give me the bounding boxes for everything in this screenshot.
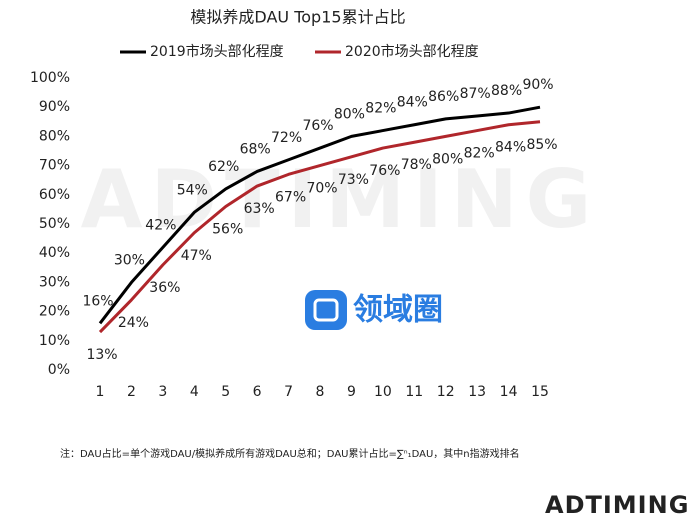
y-tick-label: 30% bbox=[39, 274, 70, 290]
footnote: 注：DAU占比=单个游戏DAU/模拟养成所有游戏DAU总和；DAU累计占比=∑ⁿ… bbox=[60, 447, 520, 460]
data-label: 76% bbox=[302, 118, 333, 134]
y-tick-label: 40% bbox=[39, 245, 70, 261]
data-label: 86% bbox=[428, 89, 459, 105]
data-label: 72% bbox=[271, 130, 302, 146]
x-tick-label: 7 bbox=[284, 384, 293, 400]
watermark-icon-inner bbox=[313, 298, 339, 322]
series-line bbox=[98, 105, 541, 325]
legend-label: 2020市场头部化程度 bbox=[345, 43, 479, 60]
data-label: 13% bbox=[86, 347, 117, 363]
x-tick-label: 13 bbox=[468, 384, 486, 400]
data-label: 24% bbox=[118, 315, 149, 331]
x-tick-label: 14 bbox=[500, 384, 518, 400]
x-tick-label: 3 bbox=[158, 384, 167, 400]
legend-label: 2019市场头部化程度 bbox=[150, 43, 284, 60]
y-tick-label: 60% bbox=[39, 187, 70, 203]
data-label: 90% bbox=[522, 77, 553, 93]
data-label: 87% bbox=[460, 86, 491, 102]
data-label: 56% bbox=[212, 221, 243, 237]
x-tick-label: 2 bbox=[127, 384, 136, 400]
data-label: 62% bbox=[208, 159, 239, 175]
series-line bbox=[98, 120, 541, 334]
watermark: 领域圈 bbox=[353, 293, 443, 328]
background-watermark: ADTIMING bbox=[81, 153, 600, 246]
x-tick-label: 1 bbox=[96, 384, 105, 400]
y-tick-label: 70% bbox=[39, 158, 70, 174]
data-label: 67% bbox=[275, 189, 306, 205]
data-label: 68% bbox=[240, 141, 271, 157]
data-label: 84% bbox=[495, 140, 526, 156]
data-label: 42% bbox=[145, 217, 176, 233]
data-label: 82% bbox=[365, 101, 396, 117]
data-label: 85% bbox=[526, 137, 557, 153]
x-tick-label: 12 bbox=[437, 384, 455, 400]
data-label: 78% bbox=[401, 157, 432, 173]
data-label: 30% bbox=[114, 252, 145, 268]
data-label: 54% bbox=[177, 182, 208, 198]
data-label: 82% bbox=[464, 146, 495, 162]
y-tick-label: 0% bbox=[48, 362, 70, 378]
x-tick-label: 8 bbox=[316, 384, 325, 400]
x-tick-label: 4 bbox=[190, 384, 199, 400]
y-tick-label: 50% bbox=[39, 216, 70, 232]
x-tick-label: 9 bbox=[347, 384, 356, 400]
data-label: 88% bbox=[491, 83, 522, 99]
data-label: 73% bbox=[338, 172, 369, 188]
data-label: 80% bbox=[432, 151, 463, 167]
data-label: 70% bbox=[306, 181, 337, 197]
x-tick-label: 11 bbox=[405, 384, 423, 400]
data-label: 84% bbox=[397, 95, 428, 111]
x-tick-label: 5 bbox=[221, 384, 230, 400]
data-label: 63% bbox=[244, 201, 275, 217]
x-tick-label: 10 bbox=[374, 384, 392, 400]
data-label: 16% bbox=[82, 293, 113, 309]
data-label: 76% bbox=[369, 163, 400, 179]
y-tick-label: 20% bbox=[39, 304, 70, 320]
y-tick-label: 80% bbox=[39, 128, 70, 144]
data-label: 80% bbox=[334, 106, 365, 122]
logo: ADTIMING bbox=[545, 491, 689, 519]
x-tick-label: 15 bbox=[531, 384, 549, 400]
data-label: 47% bbox=[181, 248, 212, 264]
x-tick-label: 6 bbox=[253, 384, 262, 400]
watermark-icon bbox=[305, 290, 347, 330]
y-tick-label: 90% bbox=[39, 99, 70, 115]
chart-title: 模拟养成DAU Top15累计占比 bbox=[190, 8, 405, 27]
y-tick-label: 10% bbox=[39, 333, 70, 349]
y-tick-label: 100% bbox=[30, 70, 70, 86]
data-label: 36% bbox=[149, 280, 180, 296]
